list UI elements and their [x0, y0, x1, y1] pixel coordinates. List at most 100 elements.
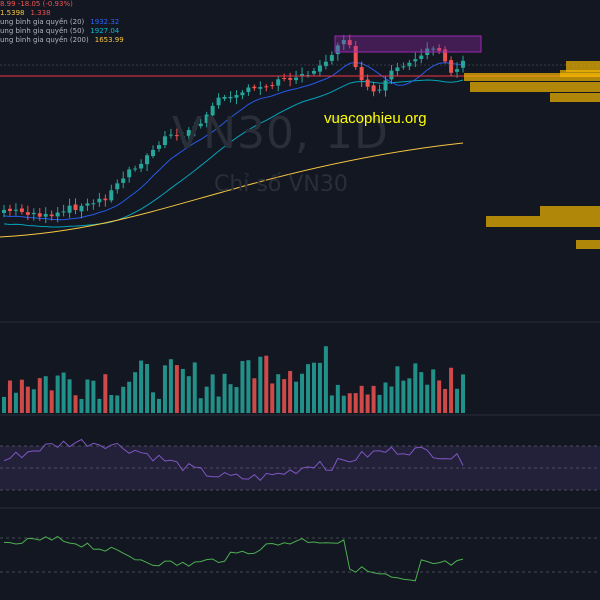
volume-bar	[401, 380, 406, 413]
volume-bar	[335, 384, 340, 413]
volume-bar	[252, 378, 257, 413]
candle-body	[365, 79, 370, 87]
candle-body	[341, 40, 346, 45]
volume-bar	[73, 395, 78, 413]
candle-body	[103, 198, 108, 201]
candle-body	[73, 204, 78, 210]
candle-body	[413, 59, 418, 62]
candle-body	[49, 214, 54, 217]
candle-body	[180, 136, 185, 138]
volume-bar	[240, 361, 245, 413]
candle-body	[37, 213, 42, 217]
volume-bar	[353, 393, 358, 413]
candle-body	[317, 65, 322, 72]
candle-body	[264, 86, 269, 88]
volume-bar	[121, 386, 126, 413]
volume-bar	[222, 373, 227, 413]
watermark-symbol: VN30, 1D	[172, 108, 389, 159]
candle-body	[234, 95, 239, 98]
volume-bar	[103, 374, 108, 413]
volume-bar	[133, 372, 138, 413]
volume-bar	[61, 372, 66, 413]
price-change: 8.99 -18.05 (-0.93%)	[0, 0, 73, 8]
candle-body	[294, 77, 299, 81]
volume-bar	[407, 378, 412, 413]
candle-body	[13, 209, 18, 211]
candle-body	[31, 212, 36, 215]
candle-body	[115, 183, 120, 190]
candle-body	[210, 105, 215, 116]
volume-profile-bar	[576, 240, 600, 249]
volume-bar	[276, 374, 281, 413]
brand-label: vuacophieu.org	[324, 110, 427, 127]
candle-body	[311, 70, 316, 74]
volume-bar	[377, 394, 382, 413]
candle-body	[335, 45, 340, 55]
candle-body	[2, 209, 6, 213]
volume-bar	[210, 374, 215, 413]
volume-bar	[443, 388, 448, 413]
volume-bar	[97, 398, 102, 413]
ma50-value: 1927.04	[90, 27, 120, 35]
candle-body	[174, 135, 179, 137]
candle-body	[204, 114, 209, 123]
volume-bar	[341, 395, 346, 413]
volume-bar	[449, 367, 454, 413]
candle-body	[270, 85, 275, 87]
volume-bar	[461, 374, 465, 413]
volume-bar	[365, 394, 370, 413]
candle-body	[109, 190, 114, 201]
candle-body	[395, 67, 400, 72]
volume-bar	[162, 365, 167, 413]
ma200-line	[0, 142, 464, 238]
volume-bar	[389, 386, 394, 413]
volume-bar	[294, 381, 299, 413]
candle-body	[145, 155, 150, 165]
candle-body	[61, 211, 66, 213]
volume-bar	[49, 390, 54, 413]
volume-bar	[413, 363, 418, 413]
volume-bar	[425, 384, 430, 413]
volume-bar	[234, 387, 239, 413]
volume-profile-bar	[470, 82, 600, 92]
candle-body	[216, 97, 221, 106]
volume-bar	[127, 381, 132, 413]
candle-body	[168, 134, 173, 136]
ma20-value: 1932.32	[90, 18, 120, 26]
volume-bar	[437, 380, 442, 413]
volume-bar	[395, 366, 400, 413]
volume-bar	[43, 376, 48, 413]
candle-body	[276, 79, 281, 86]
volume-bar	[359, 385, 364, 413]
candle-body	[401, 66, 406, 68]
volume-bar	[139, 360, 144, 413]
volume-bar	[79, 398, 84, 413]
volume-profile-bar	[486, 216, 600, 227]
candle-body	[323, 61, 328, 67]
candle-body	[300, 74, 305, 77]
candle-body	[377, 89, 382, 91]
volume-profile-bar	[550, 93, 600, 102]
volume-bar	[55, 375, 60, 413]
candle-body	[359, 67, 364, 81]
volume-bar	[192, 362, 197, 413]
ma200-value: 1653.99	[94, 36, 124, 44]
candle-body	[353, 46, 358, 68]
candle-body	[431, 48, 436, 50]
volume-bar	[383, 382, 388, 413]
candle-body	[258, 87, 263, 89]
volume-bar	[270, 383, 275, 413]
volume-bar	[258, 356, 263, 413]
volume-bar	[311, 362, 316, 413]
volume-bar	[156, 398, 161, 413]
candle-body	[455, 69, 460, 72]
candle-body	[85, 203, 90, 206]
candle-body	[133, 168, 138, 170]
volume-bar	[13, 392, 18, 413]
candle-body	[240, 92, 245, 96]
volume-bar	[25, 386, 30, 413]
candle-body	[252, 86, 257, 89]
candle-body	[329, 55, 334, 61]
candle-body	[192, 126, 197, 130]
